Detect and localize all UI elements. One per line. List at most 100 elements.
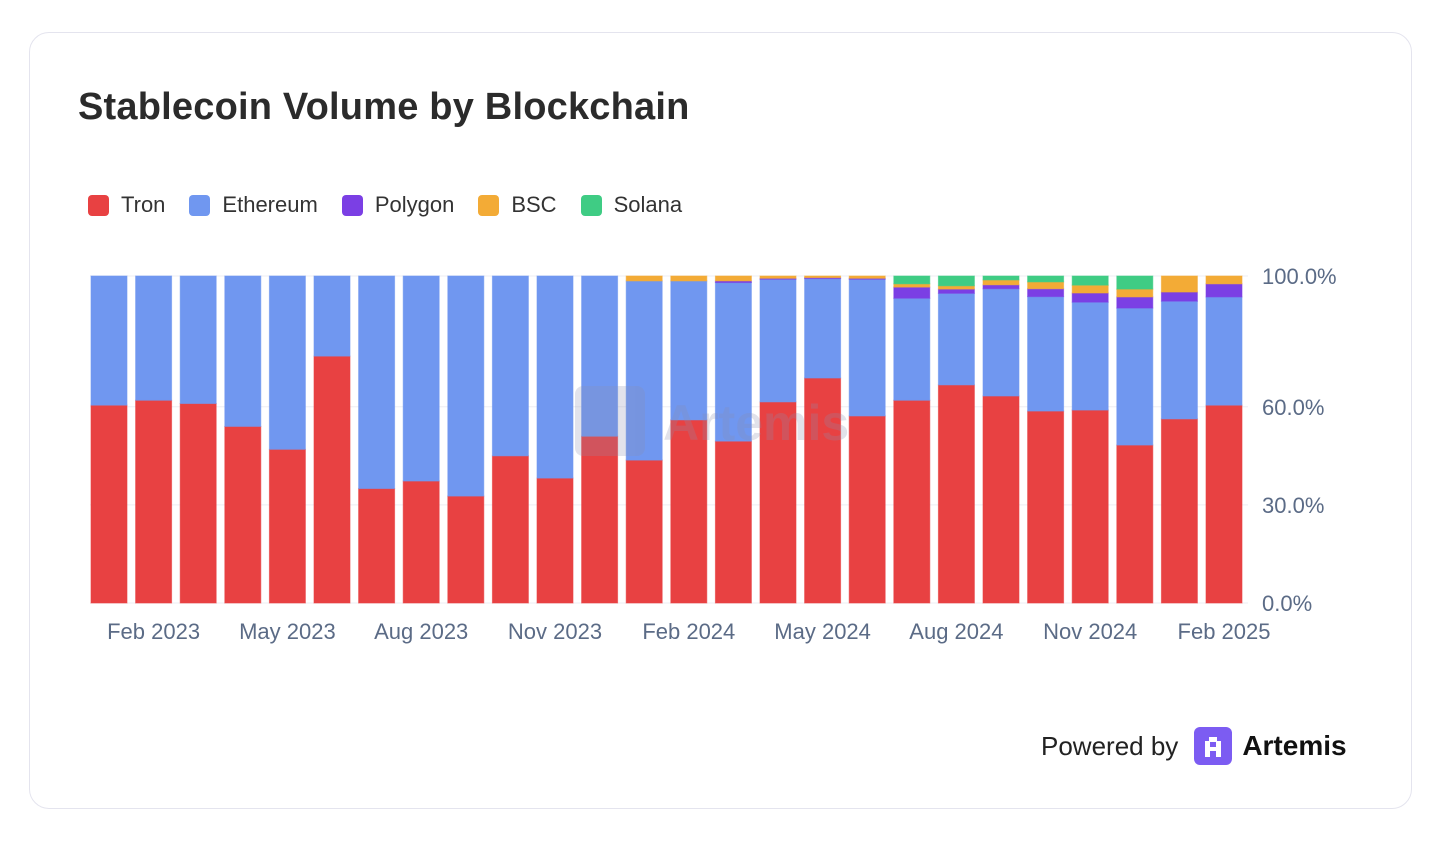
bar-segment-tron-jan-2024 <box>625 459 663 604</box>
bar-segment-polygon-jul-2024 <box>893 286 931 299</box>
bar-segment-polygon-nov-2024 <box>1071 292 1109 303</box>
legend-item-polygon[interactable]: Polygon <box>341 192 455 218</box>
legend-label: Solana <box>613 192 683 217</box>
x-tick-label: Nov 2023 <box>508 619 602 644</box>
bar-segment-bsc-jan-2024 <box>625 275 663 282</box>
bar-segment-ethereum-nov-2024 <box>1071 301 1109 411</box>
bar-segment-ethereum-nov-2023 <box>536 275 574 479</box>
bar-segment-ethereum-oct-2023 <box>491 275 529 457</box>
bar-segment-solana-sep-2024 <box>982 275 1020 281</box>
bar-segment-tron-dec-2023 <box>581 435 619 604</box>
x-tick-label: May 2024 <box>774 619 871 644</box>
x-tick-label: Feb 2025 <box>1178 619 1271 644</box>
powered-by-label: Powered by <box>1041 730 1179 761</box>
bar-segment-polygon-dec-2024 <box>1116 296 1154 309</box>
bar-segment-ethereum-apr-2024 <box>759 278 797 403</box>
bar-segment-ethereum-sep-2024 <box>982 288 1020 397</box>
artemis-logo-icon <box>1194 727 1233 765</box>
bar-segment-tron-apr-2023 <box>224 425 262 604</box>
bar-segment-ethereum-sep-2023 <box>447 275 485 497</box>
chart-card <box>29 32 1412 809</box>
bar-segment-bsc-apr-2024 <box>759 275 797 279</box>
x-tick-label: Feb 2024 <box>642 619 735 644</box>
legend-label: Tron <box>121 192 166 217</box>
legend-label: BSC <box>511 192 557 217</box>
bar-segment-ethereum-may-2024 <box>804 278 842 379</box>
bar-segment-solana-jul-2024 <box>893 275 931 285</box>
bar-segment-bsc-dec-2024 <box>1116 288 1154 298</box>
bar-segment-ethereum-may-2023 <box>268 275 306 450</box>
bar-segment-tron-feb-2025 <box>1205 404 1243 604</box>
x-tick-label: Aug 2023 <box>374 619 468 644</box>
y-tick-label: 30.0% <box>1262 493 1324 518</box>
bar-segment-bsc-nov-2024 <box>1071 284 1109 294</box>
bar-segment-bsc-feb-2024 <box>670 275 708 282</box>
bar-segment-bsc-oct-2024 <box>1027 281 1065 290</box>
bar-segment-polygon-sep-2024 <box>982 284 1020 290</box>
bar-segment-bsc-feb-2025 <box>1205 275 1243 285</box>
chart-title: Stablecoin Volume by Blockchain <box>78 86 690 128</box>
bar-segment-tron-jun-2023 <box>313 355 351 604</box>
legend-item-ethereum[interactable]: Ethereum <box>189 192 318 218</box>
bar-segment-tron-oct-2023 <box>491 455 529 604</box>
bar-segment-polygon-aug-2024 <box>937 288 975 294</box>
bar-segment-tron-jul-2023 <box>358 488 396 604</box>
bar-segment-solana-oct-2024 <box>1027 275 1065 283</box>
bar-segment-tron-aug-2023 <box>402 480 440 604</box>
legend-label: Polygon <box>374 192 455 217</box>
bar-segment-tron-jan-2023 <box>90 404 128 604</box>
y-tick-label: 100.0% <box>1262 264 1337 289</box>
bar-segment-tron-sep-2024 <box>982 395 1020 604</box>
powered-by: Powered by Artemis <box>1041 727 1347 765</box>
bar-segment-tron-aug-2024 <box>937 384 975 604</box>
bar-segment-polygon-oct-2024 <box>1027 288 1065 298</box>
bar-segment-tron-apr-2024 <box>759 401 797 604</box>
bar-segment-ethereum-apr-2023 <box>224 275 262 427</box>
watermark-text: Artemis <box>663 395 849 451</box>
watermark: Artemis <box>575 386 849 456</box>
bar-segment-ethereum-jul-2024 <box>893 297 931 401</box>
bar-segment-ethereum-jun-2023 <box>313 275 351 357</box>
bar-segment-ethereum-mar-2023 <box>179 275 217 405</box>
x-tick-label: Feb 2023 <box>107 619 200 644</box>
bar-segment-ethereum-feb-2024 <box>670 280 708 421</box>
bar-segment-bsc-may-2024 <box>804 275 842 279</box>
x-tick-label: May 2023 <box>239 619 336 644</box>
brand-name: Artemis <box>1242 730 1347 761</box>
bar-segment-bsc-sep-2024 <box>982 279 1020 286</box>
bar-segment-ethereum-jun-2024 <box>848 278 886 417</box>
legend-swatch <box>88 194 109 216</box>
bar-segment-tron-oct-2024 <box>1027 410 1065 604</box>
bar-segment-tron-mar-2024 <box>714 440 752 604</box>
x-tick-label: Aug 2024 <box>909 619 1003 644</box>
y-tick-label: 0.0% <box>1262 591 1312 616</box>
legend-item-bsc[interactable]: BSC <box>478 192 557 218</box>
bar-segment-solana-aug-2024 <box>937 275 975 287</box>
legend-item-solana[interactable]: Solana <box>580 192 683 218</box>
bar-segment-polygon-feb-2025 <box>1205 283 1243 298</box>
legend-label: Ethereum <box>222 192 318 217</box>
bar-segment-ethereum-aug-2024 <box>937 292 975 386</box>
bar-segment-ethereum-feb-2025 <box>1205 296 1243 406</box>
bar-segment-ethereum-dec-2024 <box>1116 307 1154 446</box>
watermark-logo-icon <box>575 386 645 456</box>
bar-segment-ethereum-oct-2024 <box>1027 296 1065 412</box>
bar-segment-tron-feb-2023 <box>135 399 173 604</box>
legend-swatch <box>341 194 363 216</box>
bar-segment-tron-dec-2024 <box>1116 444 1154 604</box>
bar-segment-tron-mar-2023 <box>179 403 217 604</box>
bar-segment-tron-jul-2024 <box>893 399 931 604</box>
bar-segment-ethereum-mar-2024 <box>714 282 752 442</box>
bar-segment-tron-nov-2023 <box>536 477 574 604</box>
x-tick-label: Nov 2024 <box>1043 619 1137 644</box>
bar-segment-bsc-jan-2025 <box>1160 275 1198 293</box>
bar-segment-ethereum-aug-2023 <box>402 275 440 482</box>
bar-segment-ethereum-jan-2024 <box>625 280 663 461</box>
bar-segment-tron-may-2023 <box>268 448 306 604</box>
bar-segment-tron-nov-2024 <box>1071 409 1109 604</box>
bar-segment-ethereum-jan-2023 <box>90 275 128 406</box>
legend-item-tron[interactable]: Tron <box>88 192 165 218</box>
bar-segment-tron-jan-2025 <box>1160 418 1198 604</box>
y-tick-label: 60.0% <box>1262 395 1324 420</box>
